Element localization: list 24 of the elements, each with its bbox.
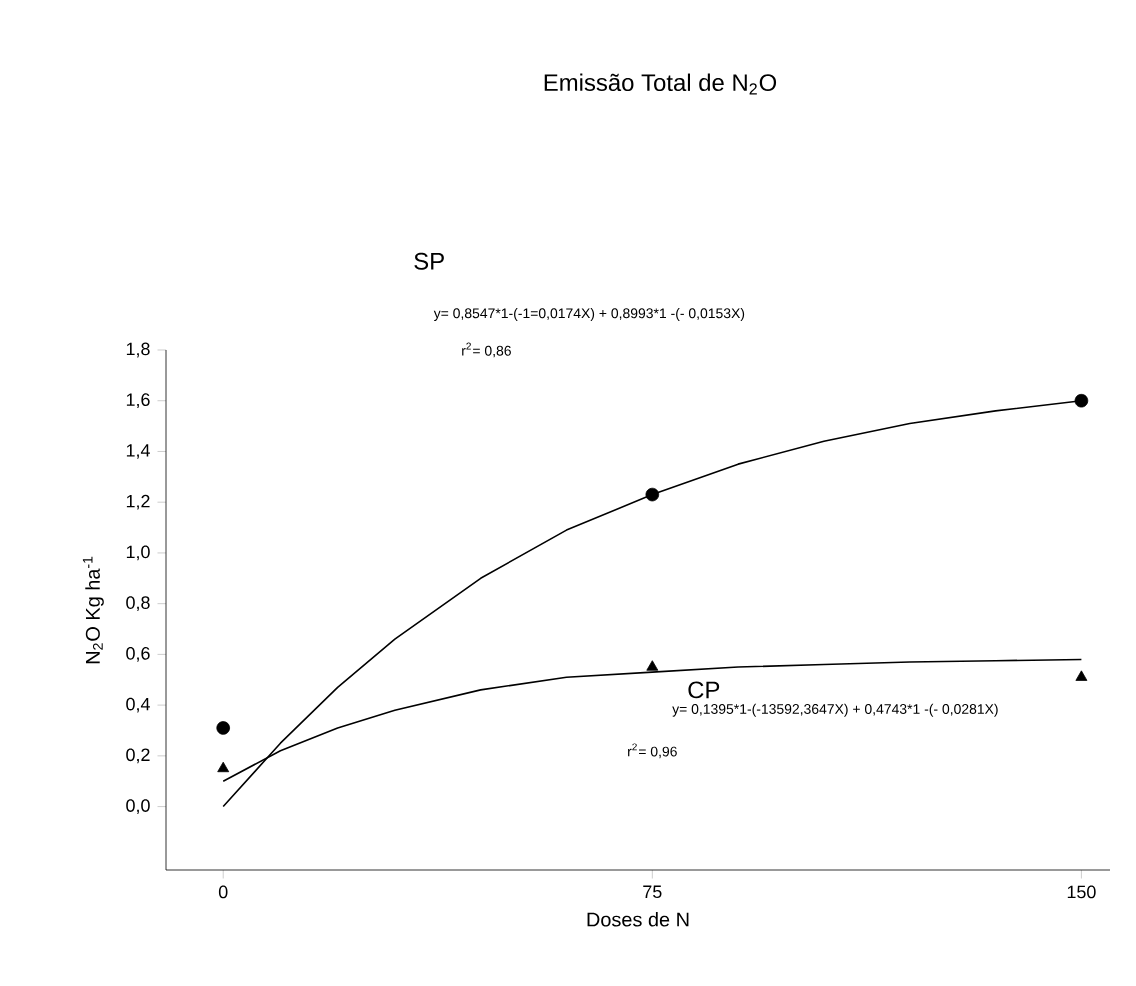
y-tick-label: 0,4	[126, 697, 150, 713]
y-axis-title: N$_{2}$O Kg ha$^{-1}$	[82, 556, 104, 664]
x-axis-title: Doses de N	[587, 911, 689, 927]
x-tick-label: 75	[643, 885, 662, 899]
y-tick-label: 0,2	[126, 748, 150, 764]
point	[646, 660, 659, 671]
point	[216, 721, 230, 735]
y-tick-label: 1,8	[126, 342, 150, 358]
chart-title: Emissão Total de N$_{2}$O	[544, 73, 777, 95]
x-tick-label: 0	[218, 885, 228, 899]
y-tick-label: 1,4	[126, 444, 150, 459]
y-tick-label: 1,0	[126, 545, 150, 561]
annotation: CP	[688, 681, 720, 699]
point	[217, 761, 230, 773]
x-tick-label: 150	[1067, 885, 1096, 899]
y-tick-label: 0,0	[126, 799, 150, 814]
point	[645, 487, 660, 502]
point	[1074, 393, 1089, 408]
point	[1075, 670, 1088, 681]
y-tick-label: 1,2	[126, 494, 150, 510]
y-tick-label: 0,6	[126, 646, 150, 662]
text: SP	[414, 252, 444, 270]
y-tick-label: 0,8	[126, 596, 150, 612]
y-tick-label: 1,6	[126, 393, 150, 409]
